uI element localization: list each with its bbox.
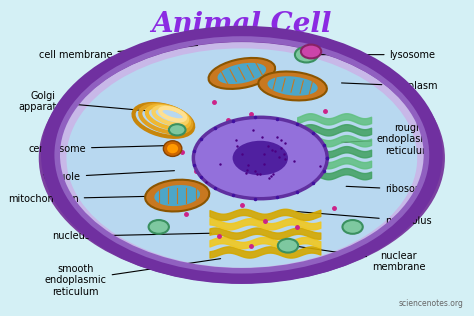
Text: Animal Cell: Animal Cell <box>152 11 332 38</box>
Text: nucleolus: nucleolus <box>295 211 431 226</box>
Ellipse shape <box>155 185 200 206</box>
Ellipse shape <box>342 220 363 234</box>
Ellipse shape <box>301 45 321 58</box>
Ellipse shape <box>57 42 427 274</box>
Ellipse shape <box>164 141 182 156</box>
Text: nuclear
membrane: nuclear membrane <box>295 246 426 272</box>
Text: rough
endoplasmic
reticulum: rough endoplasmic reticulum <box>342 123 439 156</box>
Ellipse shape <box>258 71 327 100</box>
Ellipse shape <box>193 117 327 199</box>
Text: cell membrane: cell membrane <box>39 46 198 60</box>
Ellipse shape <box>145 180 210 211</box>
Ellipse shape <box>209 58 275 89</box>
Text: ribosome: ribosome <box>346 184 431 194</box>
Text: mitochondrion: mitochondrion <box>8 194 179 204</box>
Text: centrosome: centrosome <box>28 143 170 154</box>
Text: smooth
endoplasmic
reticulum: smooth endoplasmic reticulum <box>45 258 220 297</box>
Text: nucleus: nucleus <box>52 231 211 241</box>
Ellipse shape <box>278 239 298 252</box>
Ellipse shape <box>233 141 288 175</box>
Text: lysosome: lysosome <box>319 50 436 60</box>
Ellipse shape <box>169 124 185 136</box>
Ellipse shape <box>39 33 445 283</box>
Ellipse shape <box>267 76 318 96</box>
Ellipse shape <box>148 220 169 234</box>
Text: sciencenotes.org: sciencenotes.org <box>399 299 464 308</box>
Ellipse shape <box>295 47 318 63</box>
Text: Golgi
apparatus: Golgi apparatus <box>18 91 147 112</box>
Text: cytoplasm: cytoplasm <box>342 81 438 91</box>
Ellipse shape <box>218 63 266 84</box>
Ellipse shape <box>66 48 417 268</box>
Ellipse shape <box>167 144 178 153</box>
Text: vacuole: vacuole <box>43 171 174 182</box>
